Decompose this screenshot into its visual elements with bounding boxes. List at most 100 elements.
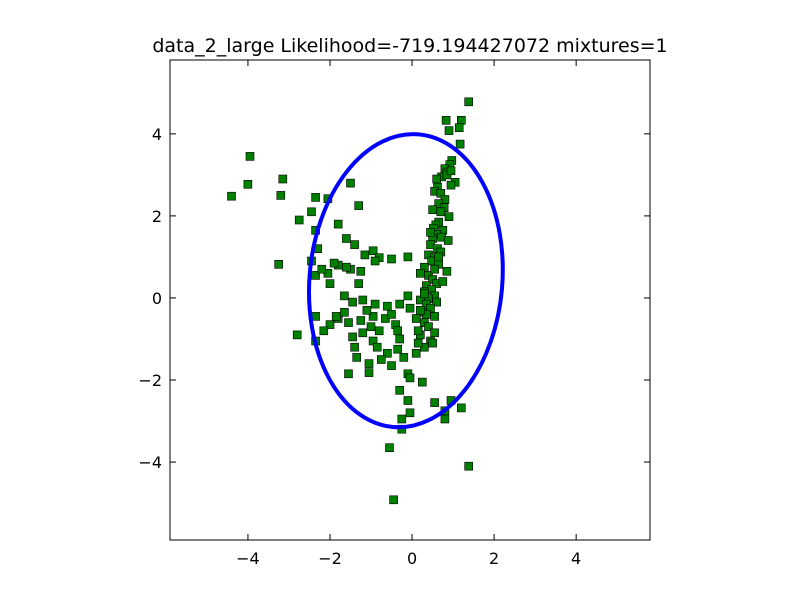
- data-point-157: [446, 166, 456, 176]
- data-point-140: [319, 326, 329, 336]
- data-point-64: [403, 396, 413, 405]
- data-point-78: [278, 174, 288, 184]
- data-point-124: [383, 348, 392, 358]
- data-point-82: [311, 193, 320, 202]
- data-point-105: [358, 295, 368, 305]
- chart-title: data_2_large Likelihood=-719.194427072 m…: [152, 35, 667, 57]
- data-point-62: [417, 377, 427, 387]
- data-point-126: [352, 353, 362, 362]
- x-tick-label: −4: [236, 549, 260, 568]
- data-point-84: [333, 219, 343, 229]
- data-point-129: [344, 369, 353, 379]
- data-point-163: [399, 353, 409, 362]
- data-point-111: [311, 312, 320, 321]
- data-point-80: [294, 215, 304, 225]
- data-point-61: [405, 373, 415, 383]
- data-point-38: [442, 266, 452, 276]
- data-point-121: [348, 332, 357, 342]
- data-point-107: [383, 301, 392, 311]
- data-point-119: [292, 330, 302, 340]
- data-point-114: [344, 318, 353, 327]
- data-point-102: [325, 279, 335, 288]
- data-point-59: [411, 348, 421, 358]
- data-point-73: [385, 443, 394, 453]
- data-point-92: [368, 246, 378, 256]
- data-point-139: [372, 342, 382, 352]
- data-point-79: [276, 191, 286, 200]
- data-point-100: [274, 259, 284, 269]
- data-point-90: [350, 240, 359, 249]
- ticks-layer: −4 −2 0 2 4 −4 −2 0 2 4: [138, 60, 650, 568]
- data-point-155: [432, 174, 442, 184]
- data-point-162: [413, 338, 423, 348]
- data-point-4: [444, 126, 454, 135]
- x-tick-label: 4: [571, 549, 581, 568]
- data-point-141: [354, 279, 364, 288]
- data-point-110: [405, 303, 415, 313]
- data-point-69: [405, 408, 415, 418]
- data-point-136: [395, 334, 405, 344]
- data-point-91: [360, 250, 370, 260]
- data-point-154: [426, 228, 435, 237]
- data-point-143: [329, 258, 339, 268]
- x-tick-label: 2: [489, 549, 499, 568]
- data-point-103: [340, 291, 349, 301]
- data-point-138: [350, 342, 359, 352]
- data-point-5: [455, 139, 465, 149]
- data-point-160: [428, 338, 437, 348]
- data-point-161: [393, 326, 403, 336]
- data-point-152: [438, 277, 448, 286]
- data-point-131: [387, 361, 396, 370]
- data-point-0: [464, 97, 474, 107]
- data-point-151: [434, 252, 444, 262]
- data-point-75: [389, 495, 398, 505]
- data-point-125: [393, 344, 403, 354]
- plot-frame: [169, 59, 651, 541]
- data-point-130: [364, 368, 374, 377]
- data-point-65: [430, 398, 439, 407]
- data-point-115: [356, 316, 366, 325]
- data-point-52: [430, 312, 439, 321]
- data-point-85: [346, 178, 355, 188]
- y-tick-label: −2: [138, 371, 162, 390]
- data-point-158: [430, 264, 439, 274]
- ellipse-layer: [307, 132, 505, 430]
- data-point-55: [430, 328, 439, 338]
- data-point-165: [415, 305, 425, 315]
- data-point-106: [370, 299, 380, 309]
- data-point-6: [245, 152, 255, 161]
- data-point-112: [325, 320, 335, 329]
- data-point-144: [317, 264, 327, 274]
- data-point-133: [331, 312, 341, 321]
- data-point-29: [443, 236, 453, 245]
- data-point-1: [441, 116, 451, 125]
- data-point-20: [436, 207, 446, 217]
- data-point-145: [370, 256, 380, 266]
- data-point-147: [415, 268, 425, 278]
- data-point-77: [243, 180, 253, 189]
- data-point-70: [397, 414, 407, 424]
- data-point-122: [358, 328, 368, 338]
- data-point-116: [368, 312, 378, 321]
- data-point-54: [424, 322, 433, 332]
- data-point-132: [340, 307, 349, 317]
- data-point-149: [411, 314, 421, 323]
- data-point-134: [374, 326, 384, 336]
- data-point-153: [428, 205, 437, 214]
- gaussian-ellipse: [307, 132, 505, 430]
- data-point-150: [413, 326, 423, 336]
- data-point-21: [444, 212, 454, 221]
- y-tick-label: 4: [152, 125, 162, 144]
- data-point-142: [342, 262, 351, 272]
- data-point-13: [446, 180, 456, 190]
- data-point-127: [364, 359, 374, 368]
- data-point-86: [354, 201, 364, 210]
- data-point-137: [387, 310, 396, 319]
- data-point-109: [403, 291, 413, 301]
- data-point-68: [456, 403, 466, 413]
- data-point-146: [387, 254, 396, 264]
- data-point-148: [420, 289, 429, 299]
- data-point-3: [454, 123, 464, 132]
- x-tick-label: −2: [318, 549, 342, 568]
